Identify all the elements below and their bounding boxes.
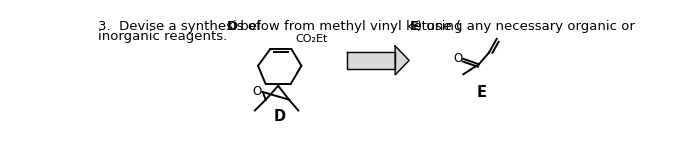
Text: O: O [253, 86, 262, 98]
Text: ) using any necessary organic or: ) using any necessary organic or [417, 20, 635, 33]
Text: E: E [410, 20, 419, 33]
Polygon shape [395, 46, 409, 75]
Text: CO₂Et: CO₂Et [295, 34, 328, 44]
Text: D: D [227, 20, 238, 33]
Polygon shape [347, 52, 395, 69]
Text: inorganic reagents.: inorganic reagents. [97, 30, 227, 43]
Text: O: O [454, 52, 463, 65]
Text: 3.  Devise a synthesis of: 3. Devise a synthesis of [97, 20, 265, 33]
Text: D: D [274, 109, 286, 124]
Text: below from methyl vinyl ketone (: below from methyl vinyl ketone ( [236, 20, 461, 33]
Text: E: E [476, 85, 486, 100]
